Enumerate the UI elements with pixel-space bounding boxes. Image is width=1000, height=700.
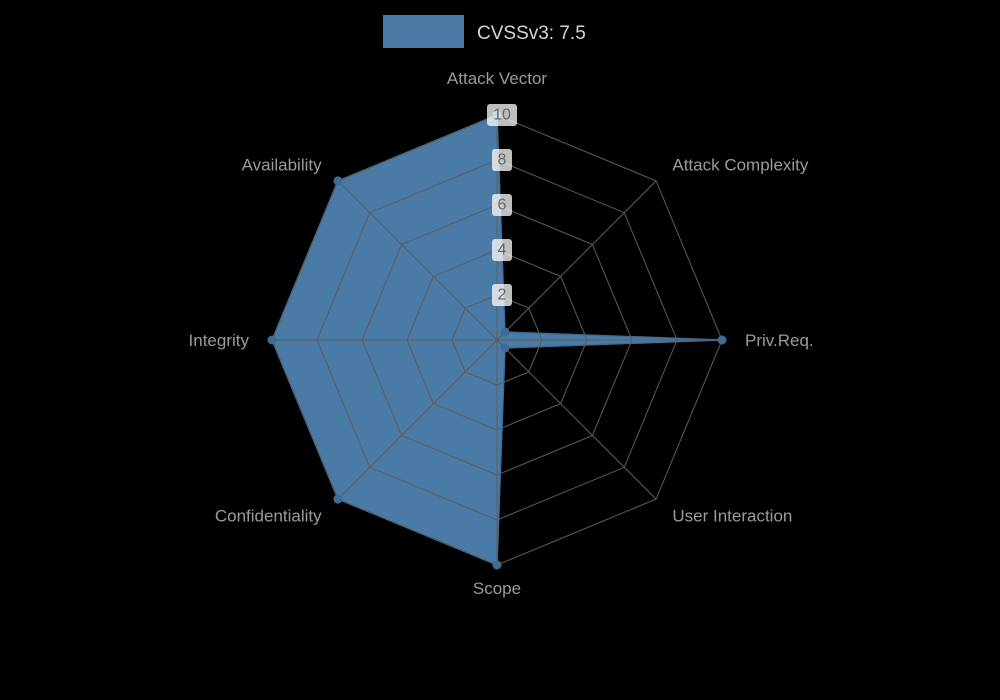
tick-box <box>492 284 512 306</box>
grid-spoke <box>496 339 657 500</box>
tick-box <box>492 194 512 216</box>
data-point <box>333 176 343 186</box>
legend-swatch[interactable] <box>383 15 464 48</box>
data-point <box>333 494 343 504</box>
legend[interactable]: CVSSv3: 7.5 <box>383 15 586 48</box>
tick-box <box>487 104 517 126</box>
category-label: Availability <box>242 156 323 175</box>
tick-label: 8 <box>498 152 507 169</box>
category-label: Scope <box>473 579 521 598</box>
tick-box <box>492 149 512 171</box>
tick-label: 6 <box>498 197 507 214</box>
tick-label: 10 <box>493 107 511 124</box>
category-label: Attack Complexity <box>672 156 809 175</box>
category-label: Confidentiality <box>215 506 322 525</box>
tick-label: 4 <box>498 242 507 259</box>
data-point <box>500 327 510 337</box>
data-point <box>717 335 727 345</box>
grid-spoke <box>337 180 498 341</box>
data-point <box>267 335 277 345</box>
category-label: Integrity <box>189 331 250 350</box>
chart-layers: 2 4 6 8 10 Attack Vector Attack Complexity Priv… <box>189 69 814 598</box>
tick-label: 2 <box>498 287 507 304</box>
data-point <box>500 343 510 353</box>
data-point <box>492 560 502 570</box>
grid-spoke <box>337 339 498 500</box>
legend-label[interactable]: CVSSv3: 7.5 <box>477 23 586 44</box>
category-label: User Interaction <box>672 506 792 525</box>
tick-box <box>492 239 512 261</box>
category-label: Attack Vector <box>447 69 547 88</box>
grid-spoke <box>496 180 657 341</box>
category-label: Priv.Req. <box>745 331 814 350</box>
